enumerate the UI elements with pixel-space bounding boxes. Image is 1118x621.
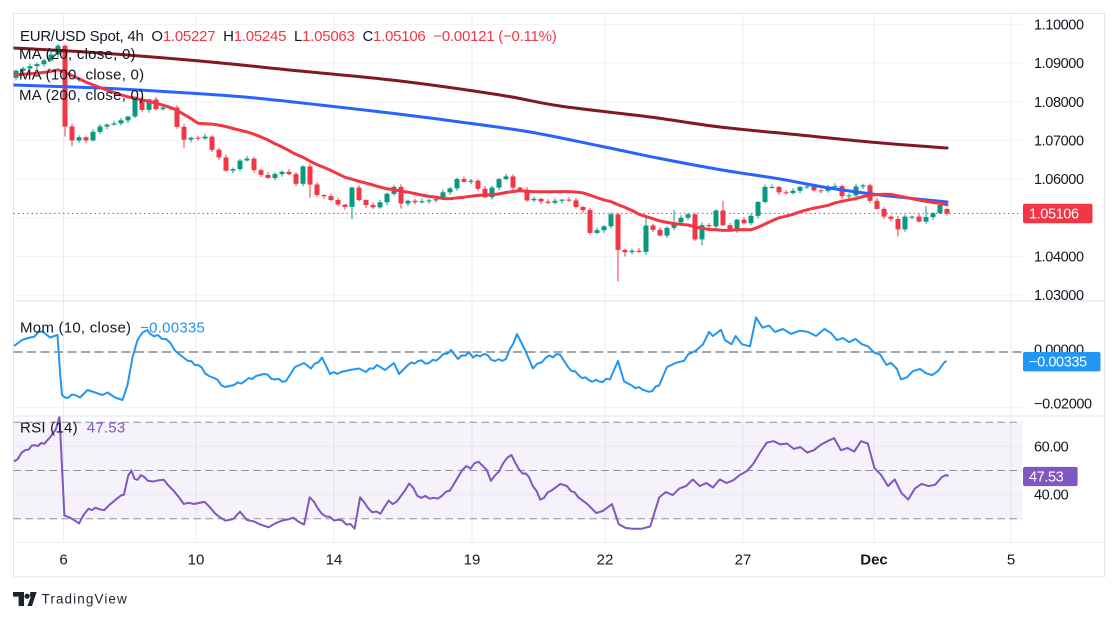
svg-text:1.09000: 1.09000	[1034, 56, 1084, 72]
svg-text:RSI (14) 47.53: RSI (14) 47.53	[20, 420, 125, 437]
svg-text:1.08000: 1.08000	[1034, 95, 1084, 111]
svg-text:MA (100, close, 0): MA (100, close, 0)	[19, 67, 144, 84]
svg-text:22: 22	[597, 552, 614, 569]
svg-text:1.07000: 1.07000	[1034, 134, 1084, 150]
svg-text:47.53: 47.53	[1029, 469, 1064, 485]
svg-text:Dec: Dec	[860, 552, 888, 569]
svg-text:6: 6	[59, 552, 67, 569]
svg-text:40.00: 40.00	[1034, 488, 1069, 504]
svg-text:5: 5	[1007, 552, 1015, 569]
svg-text:60.00: 60.00	[1034, 439, 1069, 455]
svg-text:14: 14	[326, 552, 343, 569]
svg-text:MA (20, close, 0): MA (20, close, 0)	[19, 46, 136, 63]
svg-text:1.04000: 1.04000	[1034, 250, 1084, 266]
svg-text:27: 27	[735, 552, 752, 569]
svg-text:TradingView: TradingView	[42, 591, 128, 606]
svg-text:−0.00335: −0.00335	[1029, 355, 1087, 371]
svg-text:10: 10	[188, 552, 205, 569]
svg-text:Mom (10, close) −0.00335: Mom (10, close) −0.00335	[20, 320, 205, 337]
svg-text:MA (200, close, 0): MA (200, close, 0)	[19, 87, 144, 104]
svg-text:1.06000: 1.06000	[1034, 172, 1084, 188]
svg-text:−0.02000: −0.02000	[1034, 397, 1092, 413]
svg-text:1.03000: 1.03000	[1034, 288, 1084, 304]
svg-text:1.10000: 1.10000	[1034, 17, 1084, 33]
svg-text:EUR/USD Spot, 4h O1.05227 H1: EUR/USD Spot, 4h O1.05227 H1.05245 L1.05…	[20, 28, 557, 45]
svg-text:19: 19	[464, 552, 481, 569]
svg-text:1.05106: 1.05106	[1029, 206, 1079, 222]
